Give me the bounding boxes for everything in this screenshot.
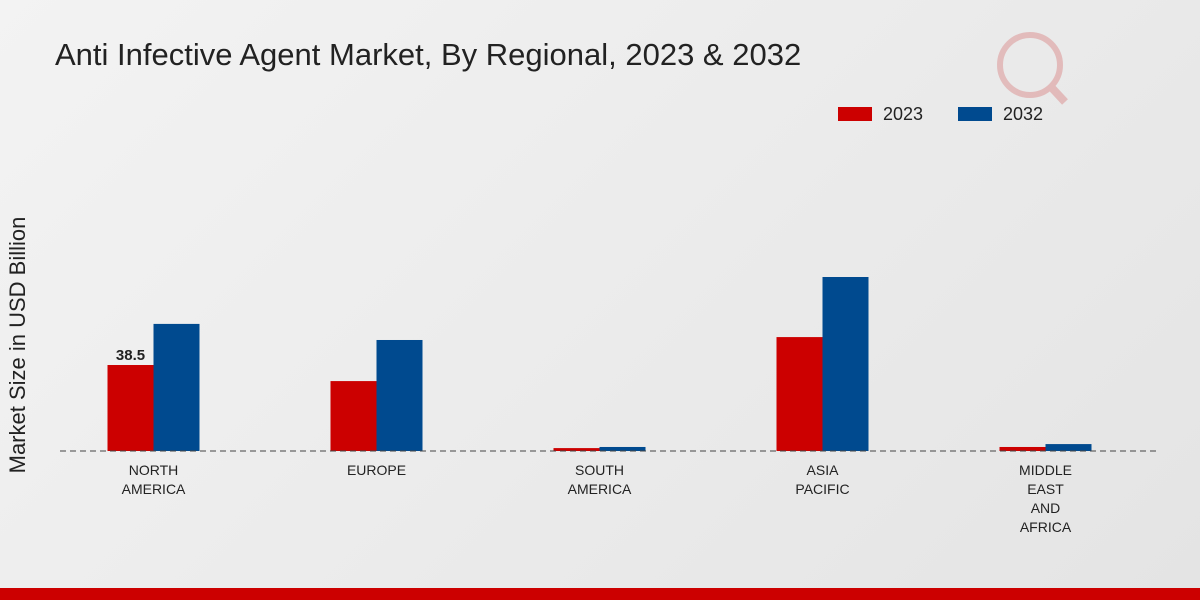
x-tick-label: MIDDLE EAST AND AFRICA xyxy=(1019,462,1072,535)
logo xyxy=(997,32,1068,105)
x-tick-label: SOUTH AMERICA xyxy=(567,462,632,497)
bar xyxy=(1045,444,1092,451)
bar xyxy=(822,277,869,451)
legend-swatch xyxy=(958,107,992,121)
legend-swatch xyxy=(838,107,872,121)
bar xyxy=(330,381,377,451)
legend-label: 2032 xyxy=(1003,104,1043,124)
data-label: 38.5 xyxy=(116,347,145,364)
footer-bar xyxy=(0,588,1200,600)
bar xyxy=(153,323,200,451)
bar xyxy=(599,446,646,451)
bar xyxy=(107,365,154,451)
x-tick-label: ASIA PACIFIC xyxy=(795,462,850,497)
y-axis-label: Market Size in USD Billion xyxy=(5,217,30,474)
bar xyxy=(376,339,423,451)
bar xyxy=(999,446,1046,451)
chart-title: Anti Infective Agent Market, By Regional… xyxy=(55,37,801,72)
legend-label: 2023 xyxy=(883,104,923,124)
bar xyxy=(553,448,600,451)
x-tick-label: EUROPE xyxy=(346,462,407,478)
bar xyxy=(776,337,823,451)
x-tick-label: NORTH AMERICA xyxy=(121,462,186,497)
